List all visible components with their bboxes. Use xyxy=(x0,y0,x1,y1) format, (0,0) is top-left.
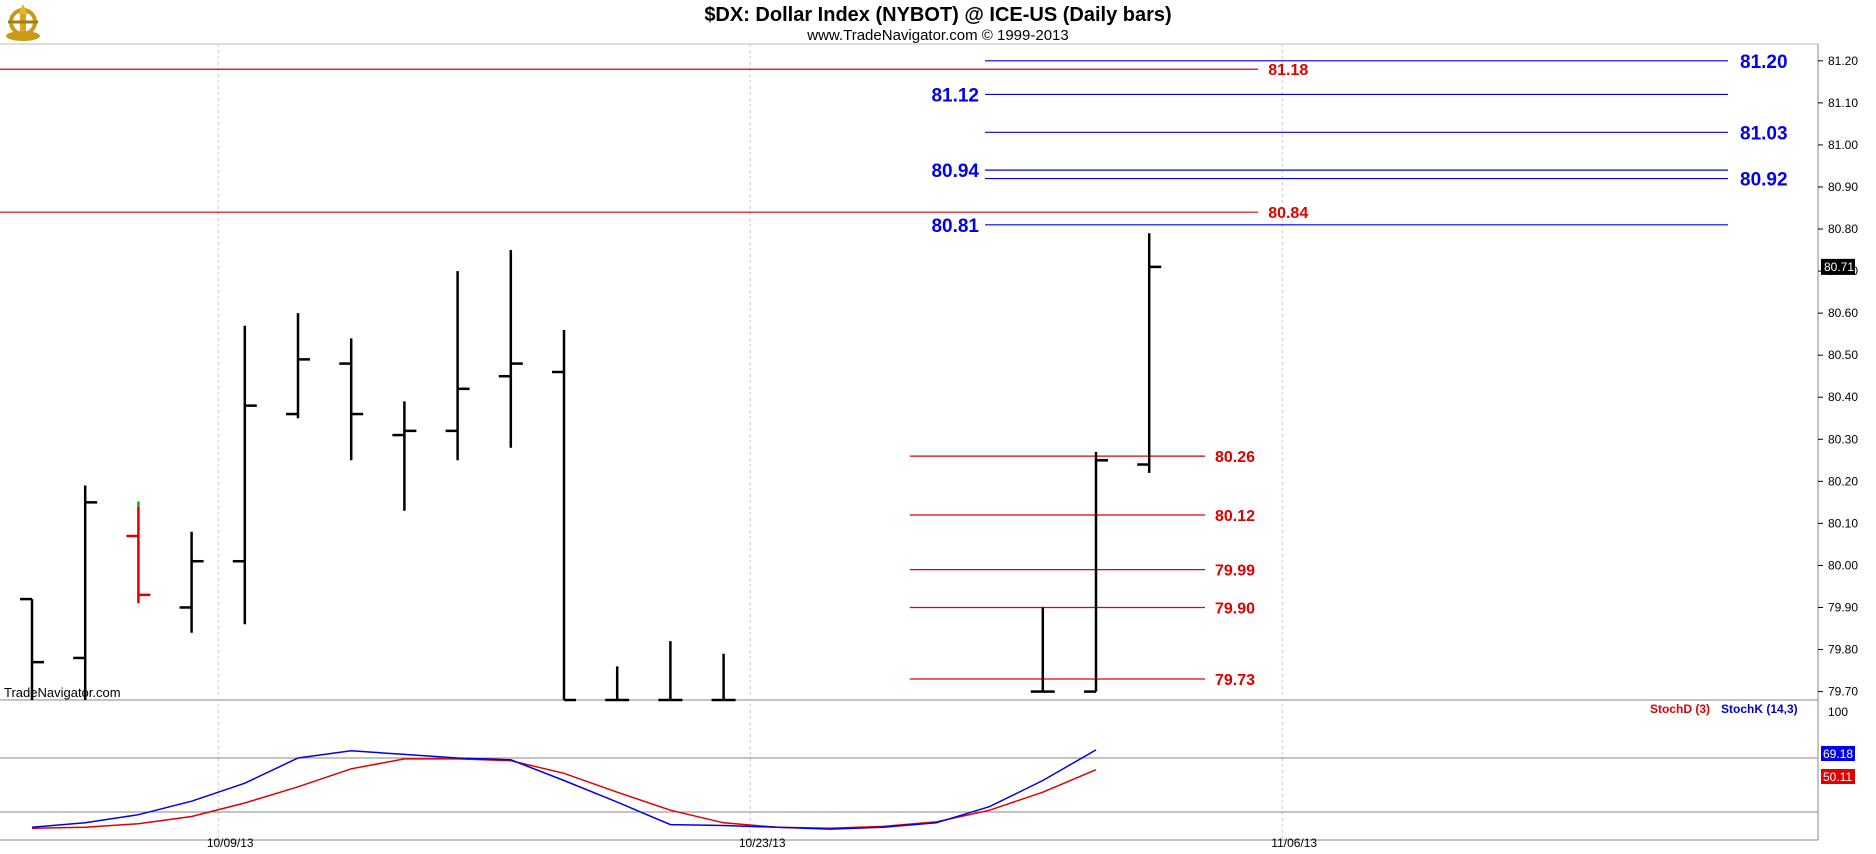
blue-level-label: 81.12 xyxy=(931,85,979,106)
y-tick-label: 80.80 xyxy=(1828,222,1858,236)
stoch-legend-d: StochD (3) xyxy=(1650,702,1710,716)
ohlc-bar xyxy=(232,325,257,625)
red-level-label: 79.90 xyxy=(1215,600,1255,617)
x-tick-label: 11/06/13 xyxy=(1271,836,1317,850)
price-axis: 10/09/13 10/23/13 11/06/13 81.20 81.10 81.00 8… xyxy=(207,54,1859,850)
ohlc-bar xyxy=(711,653,736,702)
y-tick-label: 81.00 xyxy=(1828,138,1858,152)
y-tick-label: 79.80 xyxy=(1828,643,1858,657)
blue-level-label: 81.20 xyxy=(1740,52,1788,73)
blue-level-label: 80.81 xyxy=(931,216,979,237)
red-level-label: 79.99 xyxy=(1215,563,1255,580)
stoch-k-tag xyxy=(1821,746,1855,761)
fibonacci-levels: 81.18 80.84 80.26 80.12 79.99 79.90 79.73 81.20… xyxy=(0,52,1788,689)
blue-level-label: 80.92 xyxy=(1740,170,1788,191)
y-tick-label: 80.90 xyxy=(1828,180,1858,194)
y-tick-label: 80.10 xyxy=(1828,516,1858,530)
ohlc-bar xyxy=(1084,451,1108,693)
ohlc-bars xyxy=(20,233,1162,702)
y-tick-label: 81.20 xyxy=(1828,54,1858,68)
ohlc-bar xyxy=(605,666,630,702)
y-tick-label: 80.20 xyxy=(1828,474,1858,488)
chart-subtitle: www.TradeNavigator.com © 1999-2013 xyxy=(807,27,1069,44)
stoch-d-value: 50.11 xyxy=(1823,770,1852,784)
stoch-y-tick-label: 100 xyxy=(1828,705,1848,719)
stoch-d-tag xyxy=(1821,769,1855,784)
stoch-legend-k: StochK (14,3) xyxy=(1721,702,1798,716)
red-level-label: 80.26 xyxy=(1215,449,1255,466)
chart-header: $DX: Dollar Index (NYBOT) @ ICE-US (Dail… xyxy=(0,0,1876,44)
last-price-tag xyxy=(1821,258,1855,275)
ohlc-bar xyxy=(1137,233,1162,473)
ohlc-bar xyxy=(73,485,98,700)
ohlc-bar xyxy=(126,501,151,604)
ohlc-bar xyxy=(392,401,417,511)
y-tick-label: 80.00 xyxy=(1828,558,1858,572)
ohlc-bar xyxy=(1030,607,1055,693)
y-tick-label: 79.90 xyxy=(1828,600,1858,614)
x-tick-label: 10/23/13 xyxy=(739,836,786,850)
chart-title: $DX: Dollar Index (NYBOT) @ ICE-US (Dail… xyxy=(704,4,1172,26)
stoch-series-line xyxy=(31,758,1097,829)
y-tick-label: 80.30 xyxy=(1828,432,1858,446)
trade-navigator-logo xyxy=(2,2,44,42)
red-level-label: 80.84 xyxy=(1268,205,1308,222)
ohlc-bar xyxy=(339,338,364,461)
x-tick-label: 10/09/13 xyxy=(207,836,254,850)
ohlc-bar xyxy=(179,531,204,633)
last-price-label: 80.71 xyxy=(1824,260,1854,274)
grid xyxy=(0,43,1819,841)
red-level-label: 81.18 xyxy=(1268,62,1308,79)
ohlc-bar xyxy=(286,313,310,419)
blue-level-label: 80.94 xyxy=(931,161,979,182)
red-level-label: 80.12 xyxy=(1215,508,1255,525)
ohlc-bar xyxy=(445,271,470,461)
stoch-k-value: 69.18 xyxy=(1823,747,1853,761)
y-tick-label: 81.10 xyxy=(1828,96,1858,110)
y-tick-label: 80.60 xyxy=(1828,306,1858,320)
stoch-series-line xyxy=(31,749,1097,830)
ohlc-bar xyxy=(498,250,523,448)
watermark: TradeNavigator.com xyxy=(4,685,121,700)
ohlc-bar xyxy=(552,329,576,702)
red-level-label: 79.73 xyxy=(1215,672,1255,689)
y-tick-label: 79.70 xyxy=(1828,685,1858,699)
ohlc-bar xyxy=(658,641,683,702)
y-tick-label: 80.40 xyxy=(1828,390,1858,404)
y-tick-label: 80.50 xyxy=(1828,348,1858,362)
blue-level-label: 81.03 xyxy=(1740,123,1788,144)
ohlc-bar xyxy=(20,597,44,700)
stochastic-panel: 100 StochD (3) StochK (14,3) 69.18 50.11 xyxy=(0,702,1855,830)
